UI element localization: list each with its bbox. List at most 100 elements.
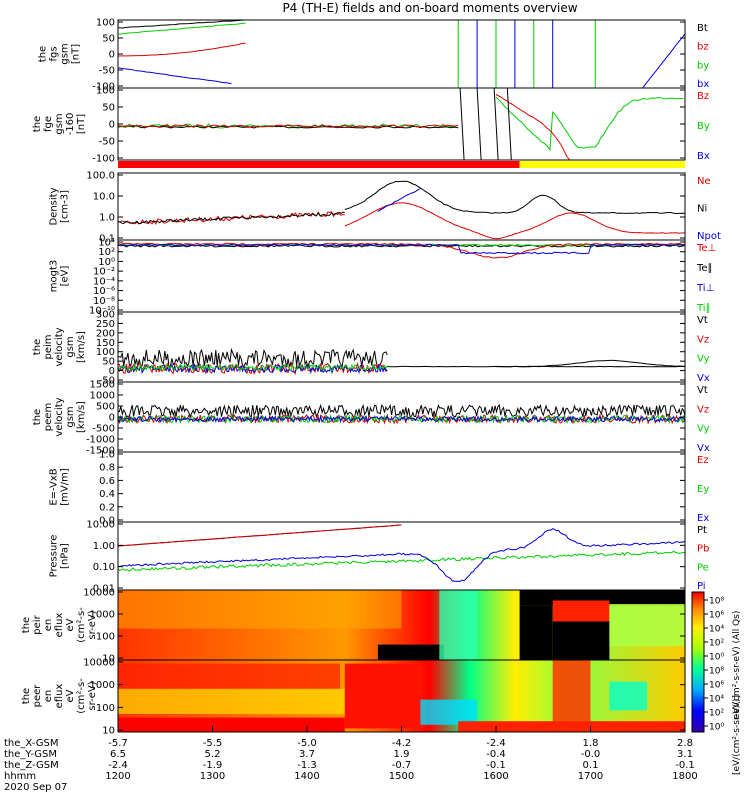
y-axis-label: mogt3[eV]	[49, 260, 71, 293]
curve-by	[117, 22, 246, 35]
x-tick-label: -0.1	[675, 760, 695, 771]
legend-vx: Vx	[697, 373, 710, 384]
y-tick-label: 0.4	[99, 489, 115, 500]
x-tick-label: -0.1	[486, 760, 506, 771]
x-tick-label: 1200	[105, 771, 130, 782]
y-axis-label-line: eflux	[54, 684, 65, 709]
y-axis-label-line: peim	[43, 334, 54, 359]
y-axis-label-line: gsm	[65, 336, 76, 357]
y-axis-label-line: fgs	[49, 46, 60, 61]
y-axis-label: thepeimvelocitygsm[km/s]	[32, 327, 87, 366]
heatmap-band	[552, 600, 610, 622]
colorbar-label-bottom: [eV/(cm²-s-sr-eV)]	[732, 695, 742, 775]
y-tick-label: 50	[102, 357, 115, 368]
panel-peir-eflux: 10000 1000 100 10 thepeirenefluxeV(cm²-s-sr-…	[21, 588, 686, 665]
colorbar-gradient	[691, 591, 705, 733]
panel-fge-gsm: 100 50 0 -50 -100 thefgegsm-160[nT] Bz By Bx	[32, 86, 710, 165]
x-tick-label: 3.7	[299, 749, 315, 760]
y-axis-label-line: -160	[65, 113, 76, 136]
y-tick-label: 1500	[90, 380, 115, 391]
heatmap-nodata	[377, 644, 445, 660]
spike-line	[493, 87, 499, 161]
legend-bz: Bz	[697, 91, 709, 102]
y-axis-label-line: [nT]	[71, 44, 82, 64]
y-axis-label: thefgegsm-160[nT]	[32, 113, 87, 136]
y-tick-label: 0	[109, 120, 115, 131]
legend-ne: Ne	[697, 176, 711, 187]
y-tick-label: 10.0	[93, 192, 115, 203]
legend-vt: Vt	[697, 385, 708, 396]
x-tick-label: 1800	[672, 771, 697, 782]
legend-vy: Vy	[697, 424, 710, 435]
x-tick-label: -5.7	[108, 738, 128, 749]
y-axis-label-line: gsm	[65, 406, 76, 427]
curve-by-2	[495, 96, 684, 152]
curve-bz-2	[495, 94, 684, 161]
y-tick-label: 100	[96, 18, 115, 29]
x-tick-label: 1600	[483, 771, 508, 782]
legend-ex: Ex	[697, 513, 709, 524]
legend-ni: Ni	[697, 204, 707, 215]
y-tick-label: 1000	[90, 391, 115, 402]
y-axis-label-line: the	[32, 339, 43, 355]
y-tick-label: -50	[99, 66, 115, 77]
y-axis-label-line: the	[21, 617, 32, 633]
curve-bt	[117, 19, 246, 29]
colorbar-tick-label: 10⁶	[709, 681, 724, 691]
legend-pe: Pe	[697, 562, 709, 573]
y-tick-label: -50	[99, 137, 115, 148]
x-tick-label: 1.8	[583, 738, 599, 749]
panels-group: 100500-50-100thefgsgsm[nT]Btbzbybx100500…	[21, 18, 721, 737]
y-axis-label-line: [nT]	[76, 114, 87, 134]
legend-bx: Bx	[697, 151, 710, 162]
y-tick-label: 10²	[98, 247, 115, 258]
panel-frame	[117, 87, 686, 161]
y-tick-label: 10000	[83, 658, 115, 669]
legend-npot: Npot	[697, 231, 721, 242]
y-axis-label-line: mogt3	[49, 260, 60, 293]
panel-fgs-gsm: 100 50 0 -50 -100 thefgsgsm[nT] Bt bz by bx	[38, 18, 710, 93]
x-tick-label: 2.8	[677, 738, 693, 749]
curve-pe	[117, 550, 686, 572]
y-tick-label: 0	[109, 50, 115, 61]
curve-pb	[117, 524, 402, 547]
x-tick-label: 1700	[578, 771, 603, 782]
x-tick-label: 1.9	[394, 749, 410, 760]
y-tick-label: 150	[96, 338, 115, 349]
x-tick-label: 1500	[389, 771, 414, 782]
y-tick-label: 0	[109, 366, 115, 377]
heatmap-nodata	[519, 605, 553, 660]
heatmap-band	[609, 681, 648, 711]
heatmap-band	[118, 663, 341, 689]
panel-frame	[117, 521, 686, 591]
curve-bz	[117, 124, 459, 128]
legend-vt: Vt	[697, 315, 708, 326]
legend-ez: Ez	[697, 455, 709, 466]
heatmap-band	[552, 660, 591, 732]
y-axis-label-line: peem	[43, 403, 54, 431]
spike-line	[459, 87, 465, 161]
legend-vz: Vz	[697, 334, 709, 345]
y-tick-label: 10⁻⁸	[93, 296, 115, 307]
legend-ti∥: Ti∥	[696, 303, 711, 314]
x-tick-label: -1.9	[203, 760, 223, 771]
y-tick-label: 0.8	[99, 463, 115, 474]
y-axis-label-line: sr-eV)	[87, 681, 98, 710]
y-axis-label-line: (cm²-s-	[76, 607, 87, 643]
legend-vz: Vz	[697, 404, 709, 415]
y-tick-label: 10⁻⁶	[93, 286, 115, 297]
legend-ey: Ey	[697, 484, 709, 495]
curve-vx	[117, 414, 686, 424]
colorbar-tick-label: 10⁴	[709, 625, 724, 635]
y-axis-label-line: [nPa]	[60, 543, 71, 569]
y-tick-label: 10000	[83, 588, 115, 599]
y-axis-label-line: velocity	[54, 327, 65, 366]
y-tick-label: 1000	[90, 610, 115, 621]
y-tick-label: 100	[96, 86, 115, 97]
heatmap-nodata	[552, 621, 610, 660]
y-axis-label-line: [eV]	[60, 266, 71, 287]
